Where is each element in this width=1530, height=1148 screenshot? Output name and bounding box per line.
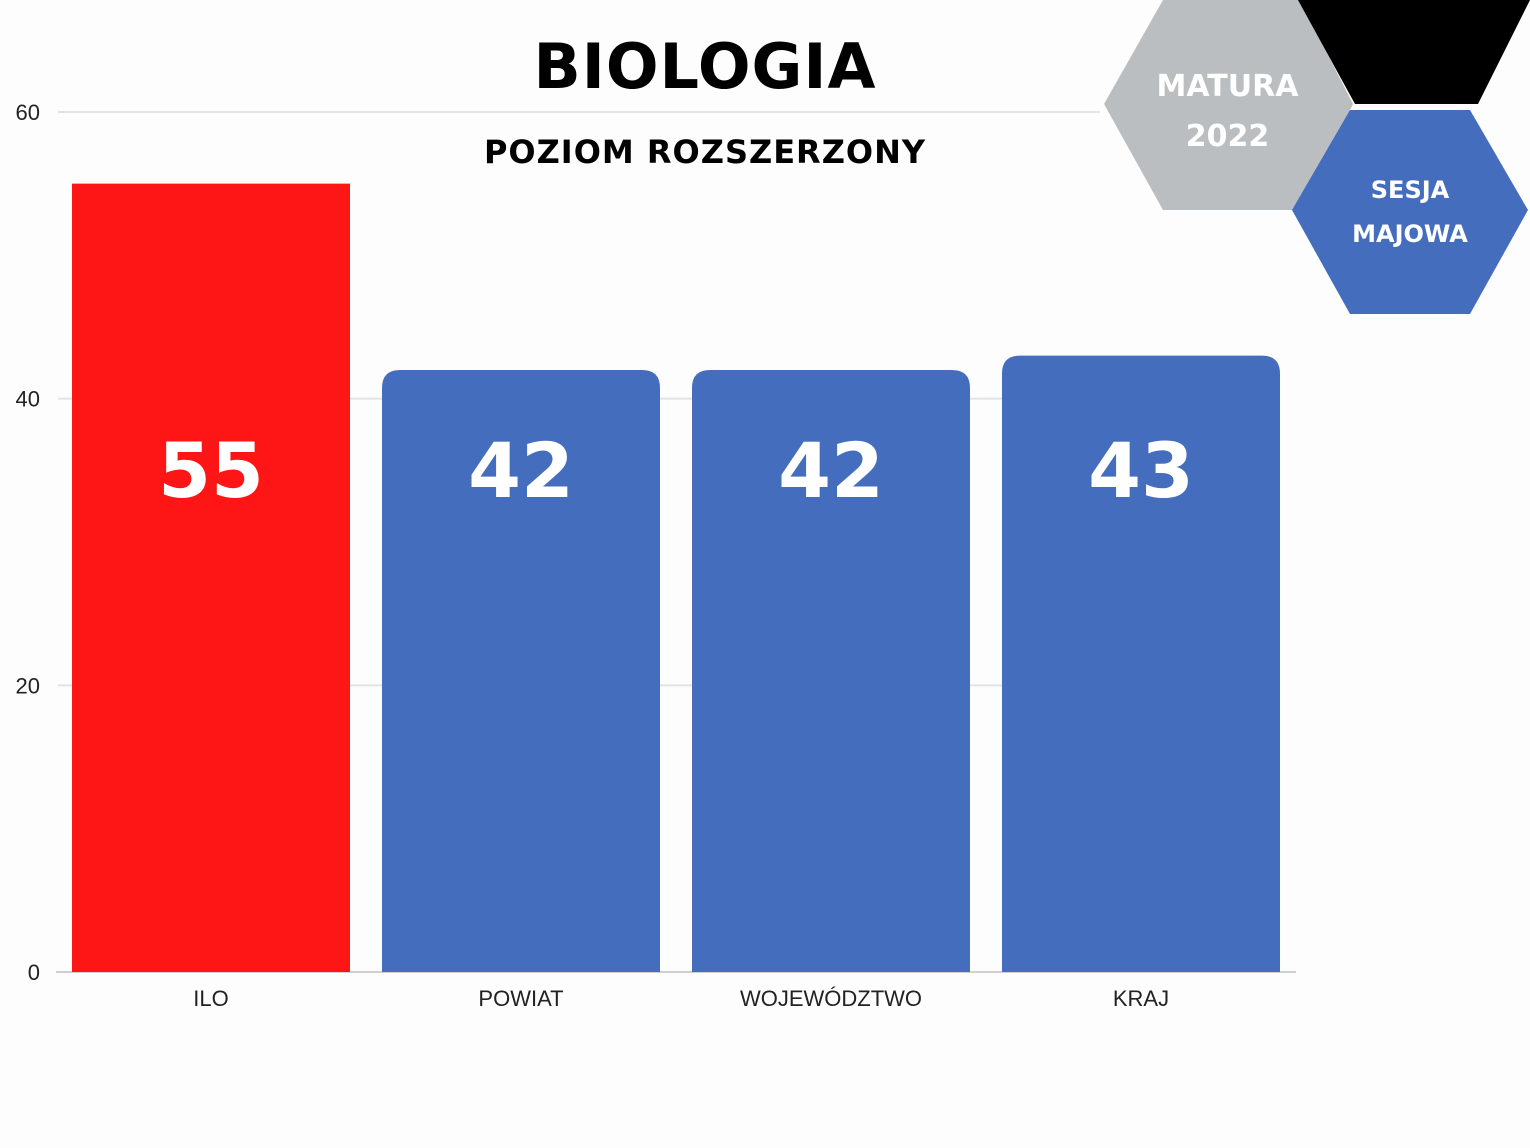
chart-subtitle: POZIOM ROZSZERZONY (483, 133, 927, 171)
bar-kraj (1002, 355, 1280, 973)
x-tick-label: POWIAT (478, 986, 563, 1011)
x-tick-label: KRAJ (1113, 986, 1169, 1011)
sesja-badge-line2: MAJOWA (1352, 220, 1468, 248)
x-tick-label: WOJEWÓDZTWO (740, 986, 922, 1011)
y-axis-tick-labels: 0 20 40 60 (16, 100, 40, 985)
y-tick-label: 40 (16, 387, 40, 412)
bar-ilo (72, 183, 350, 972)
bar-województwo (692, 370, 970, 972)
bar-powiat (382, 370, 660, 972)
matura-hexagon (1104, 0, 1353, 210)
bar-value-label: 55 (158, 426, 264, 515)
bar-value-label: 42 (468, 426, 574, 515)
matura-badge: MATURA 2022 (1130, 62, 1325, 162)
matura-badge-line1: MATURA (1156, 69, 1299, 104)
matura-badge-line2: 2022 (1185, 119, 1270, 154)
sesja-badge: SESJA MAJOWA (1310, 168, 1510, 256)
bar-value-label: 43 (1088, 426, 1194, 515)
bars: 55 42 42 43 (72, 183, 1280, 973)
y-tick-label: 0 (28, 960, 40, 985)
bar-value-label: 42 (778, 426, 884, 515)
sesja-hexagon (1292, 110, 1528, 314)
sesja-badge-line1: SESJA (1370, 176, 1450, 204)
black-hexagon (1298, 0, 1530, 104)
x-tick-label: ILO (193, 986, 228, 1011)
chart-title: BIOLOGIA (533, 30, 877, 103)
y-tick-label: 60 (16, 100, 40, 125)
x-axis-tick-labels: ILO POWIAT WOJEWÓDZTWO KRAJ (193, 986, 1169, 1011)
y-tick-label: 20 (16, 673, 40, 698)
